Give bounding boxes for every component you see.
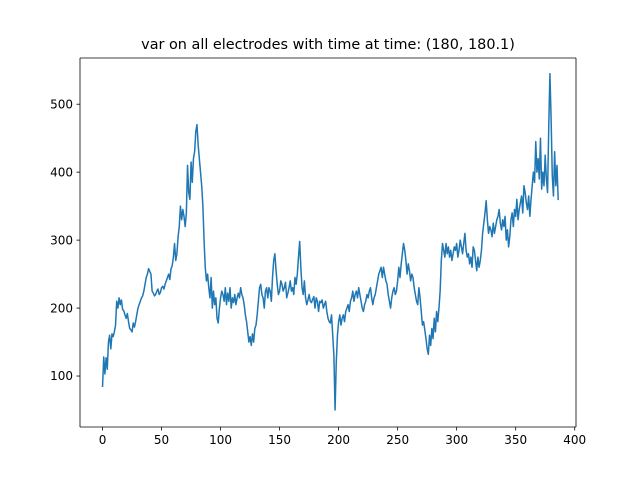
plot-area: 0 50 100 150 200 250 300 350 400 100 200 300 400 500 xyxy=(50,57,586,447)
series-line xyxy=(101,72,559,411)
x-tick-label: 50 xyxy=(154,433,169,447)
x-tick-label: 350 xyxy=(504,433,527,447)
x-tick-label: 100 xyxy=(209,433,232,447)
chart-title: var on all electrodes with time at time:… xyxy=(141,37,515,53)
x-tick-label: 250 xyxy=(386,433,409,447)
x-tick-label: 200 xyxy=(327,433,350,447)
y-tick-label: 300 xyxy=(50,233,73,247)
y-tick-label: 500 xyxy=(50,97,73,111)
x-tick-label: 0 xyxy=(99,433,107,447)
x-tick-label: 300 xyxy=(445,433,468,447)
x-tick-label: 400 xyxy=(563,433,586,447)
y-tick-label: 400 xyxy=(50,165,73,179)
x-tick-label: 150 xyxy=(268,433,291,447)
y-tick-label: 100 xyxy=(50,369,73,383)
y-tick-label: 200 xyxy=(50,301,73,315)
